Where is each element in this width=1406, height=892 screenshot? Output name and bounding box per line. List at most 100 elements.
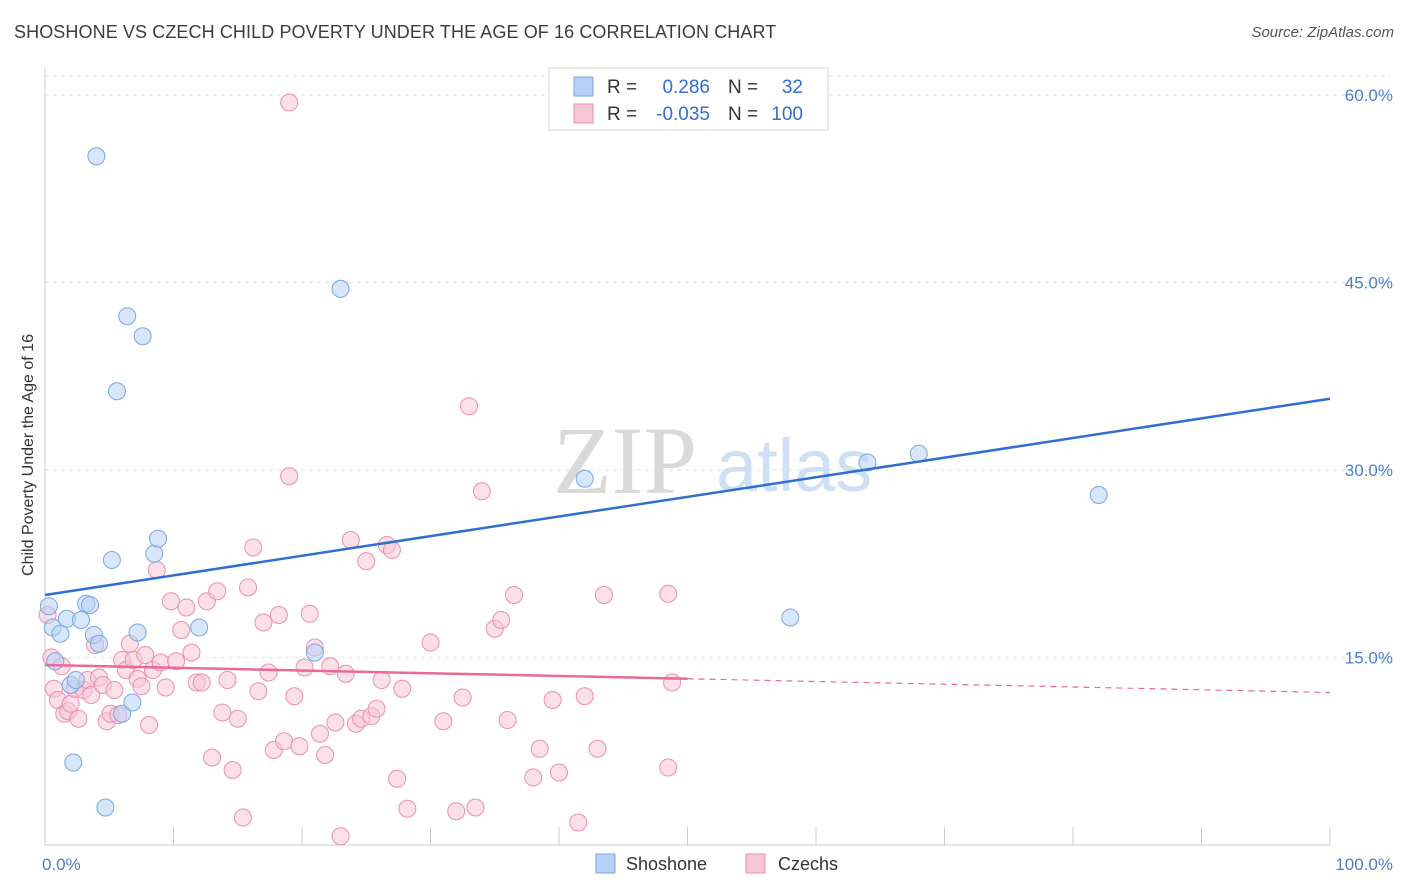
czechs-point-58 xyxy=(295,658,314,677)
czechs-point-95 xyxy=(569,813,588,832)
czechs-point-76 xyxy=(388,769,407,788)
czechs-point-97 xyxy=(588,739,607,758)
czechs-point-78 xyxy=(398,799,417,818)
y-tick-label-15: 15.0% xyxy=(1345,649,1393,668)
czechs-point-72 xyxy=(367,699,386,718)
czechs-point-85 xyxy=(466,798,485,817)
series-legend-label-shoshone: Shoshone xyxy=(626,854,707,874)
czechs-point-45 xyxy=(228,709,247,728)
shoshone-point-2 xyxy=(46,652,65,671)
source-credit: Source: ZipAtlas.com xyxy=(1251,24,1394,41)
czechs-point-90 xyxy=(505,586,524,604)
legend-r-label-czechs: R = xyxy=(607,104,637,125)
shoshone-point-15 xyxy=(107,382,126,401)
x-tick-label-max: 100.0% xyxy=(1335,855,1393,874)
legend-swatch-czechs xyxy=(573,103,594,124)
czechs-point-18 xyxy=(105,681,124,699)
watermark-atlas: atlas xyxy=(716,424,872,507)
czechs-point-26 xyxy=(136,646,155,664)
czechs-point-91 xyxy=(524,768,543,787)
legend-n-value-czechs: 100 xyxy=(771,104,803,125)
shoshone-point-31 xyxy=(1089,486,1108,504)
czechs-point-59 xyxy=(300,604,319,623)
czechs-point-96 xyxy=(575,687,594,706)
czechs-point-67 xyxy=(341,531,360,549)
series-legend-label-czechs: Czechs xyxy=(778,854,838,874)
series-legend: Shoshone Czechs xyxy=(595,853,838,874)
shoshone-point-25 xyxy=(305,643,324,662)
czechs-point-50 xyxy=(254,613,273,632)
axes xyxy=(44,68,1331,846)
czechs-point-56 xyxy=(285,687,304,706)
czechs-point-33 xyxy=(167,652,186,671)
czechs-point-62 xyxy=(316,746,335,764)
series-legend-swatch-shoshone xyxy=(595,853,616,874)
shoshone-point-20 xyxy=(133,327,152,346)
y-tick-label-30: 30.0% xyxy=(1345,461,1393,480)
czechs-point-88 xyxy=(492,611,511,629)
shoshone-trend-line xyxy=(44,397,1331,597)
correlation-legend: R = 0.286 N = 32 R = -0.035 N = 100 xyxy=(548,67,829,131)
czechs-point-25 xyxy=(132,677,151,696)
y-tick-label-45: 45.0% xyxy=(1345,274,1393,293)
shoshone-point-27 xyxy=(575,469,594,488)
czechs-point-84 xyxy=(460,397,479,416)
shoshone-point-6 xyxy=(64,753,83,772)
shoshone-point-21 xyxy=(145,544,164,563)
czechs-point-83 xyxy=(453,688,472,707)
shoshone-point-17 xyxy=(118,307,137,326)
czechs-point-7 xyxy=(61,694,80,713)
shoshone-point-14 xyxy=(102,551,121,569)
czechs-point-47 xyxy=(239,578,258,597)
y-tick-label-60: 60.0% xyxy=(1345,86,1393,105)
czechs-point-99 xyxy=(659,758,678,777)
czechs-point-57 xyxy=(290,737,309,756)
czechs-point-66 xyxy=(336,664,355,683)
y-tick-labels: 15.0% 30.0% 45.0% 60.0% xyxy=(1345,86,1393,668)
czechs-point-94 xyxy=(550,763,568,782)
czechs-point-31 xyxy=(156,678,175,697)
czechs-point-53 xyxy=(269,606,288,624)
shoshone-point-0 xyxy=(39,597,58,616)
czechs-point-48 xyxy=(244,538,263,557)
czechs-point-27 xyxy=(140,716,159,734)
czechs-point-80 xyxy=(421,633,440,652)
shoshone-point-13 xyxy=(96,798,115,817)
czechs-point-70 xyxy=(357,552,376,571)
czechs-trend-line-extrapolated xyxy=(687,678,1331,694)
czechs-point-51 xyxy=(259,663,278,682)
czechs-point-42 xyxy=(213,703,232,722)
czechs-point-35 xyxy=(177,598,196,617)
shoshone-point-24 xyxy=(87,147,106,166)
x-tick-label-min: 0.0% xyxy=(42,855,81,874)
legend-box xyxy=(548,67,829,131)
czechs-point-93 xyxy=(543,691,562,709)
czechs-point-77 xyxy=(393,679,412,698)
czechs-point-32 xyxy=(161,592,180,611)
shoshone-point-16 xyxy=(113,704,132,723)
legend-r-value-czechs: -0.035 xyxy=(656,104,710,125)
czechs-point-89 xyxy=(498,711,517,729)
shoshone-point-29 xyxy=(858,453,877,472)
czechs-point-34 xyxy=(172,621,191,639)
czechs-point-101 xyxy=(659,584,678,603)
shoshone-point-12 xyxy=(89,634,108,653)
czechs-point-41 xyxy=(208,582,227,601)
czechs-point-12 xyxy=(82,686,101,704)
shoshone-point-26 xyxy=(331,279,350,298)
czechs-point-86 xyxy=(472,482,491,501)
shoshone-point-18 xyxy=(123,693,142,712)
czechs-point-92 xyxy=(530,739,549,758)
legend-r-value-shoshone: 0.286 xyxy=(662,77,710,98)
czechs-point-40 xyxy=(203,748,222,767)
shoshone-point-8 xyxy=(71,611,90,629)
watermark-zip: ZIP xyxy=(553,407,697,514)
czechs-point-54 xyxy=(275,732,294,751)
chart-title: SHOSHONE VS CZECH CHILD POVERTY UNDER TH… xyxy=(14,22,777,42)
legend-r-label-shoshone: R = xyxy=(607,77,637,98)
czechs-point-79 xyxy=(280,93,299,112)
legend-n-label-shoshone: N = xyxy=(728,77,758,98)
legend-swatch-shoshone xyxy=(573,76,594,97)
shoshone-point-3 xyxy=(51,624,70,643)
